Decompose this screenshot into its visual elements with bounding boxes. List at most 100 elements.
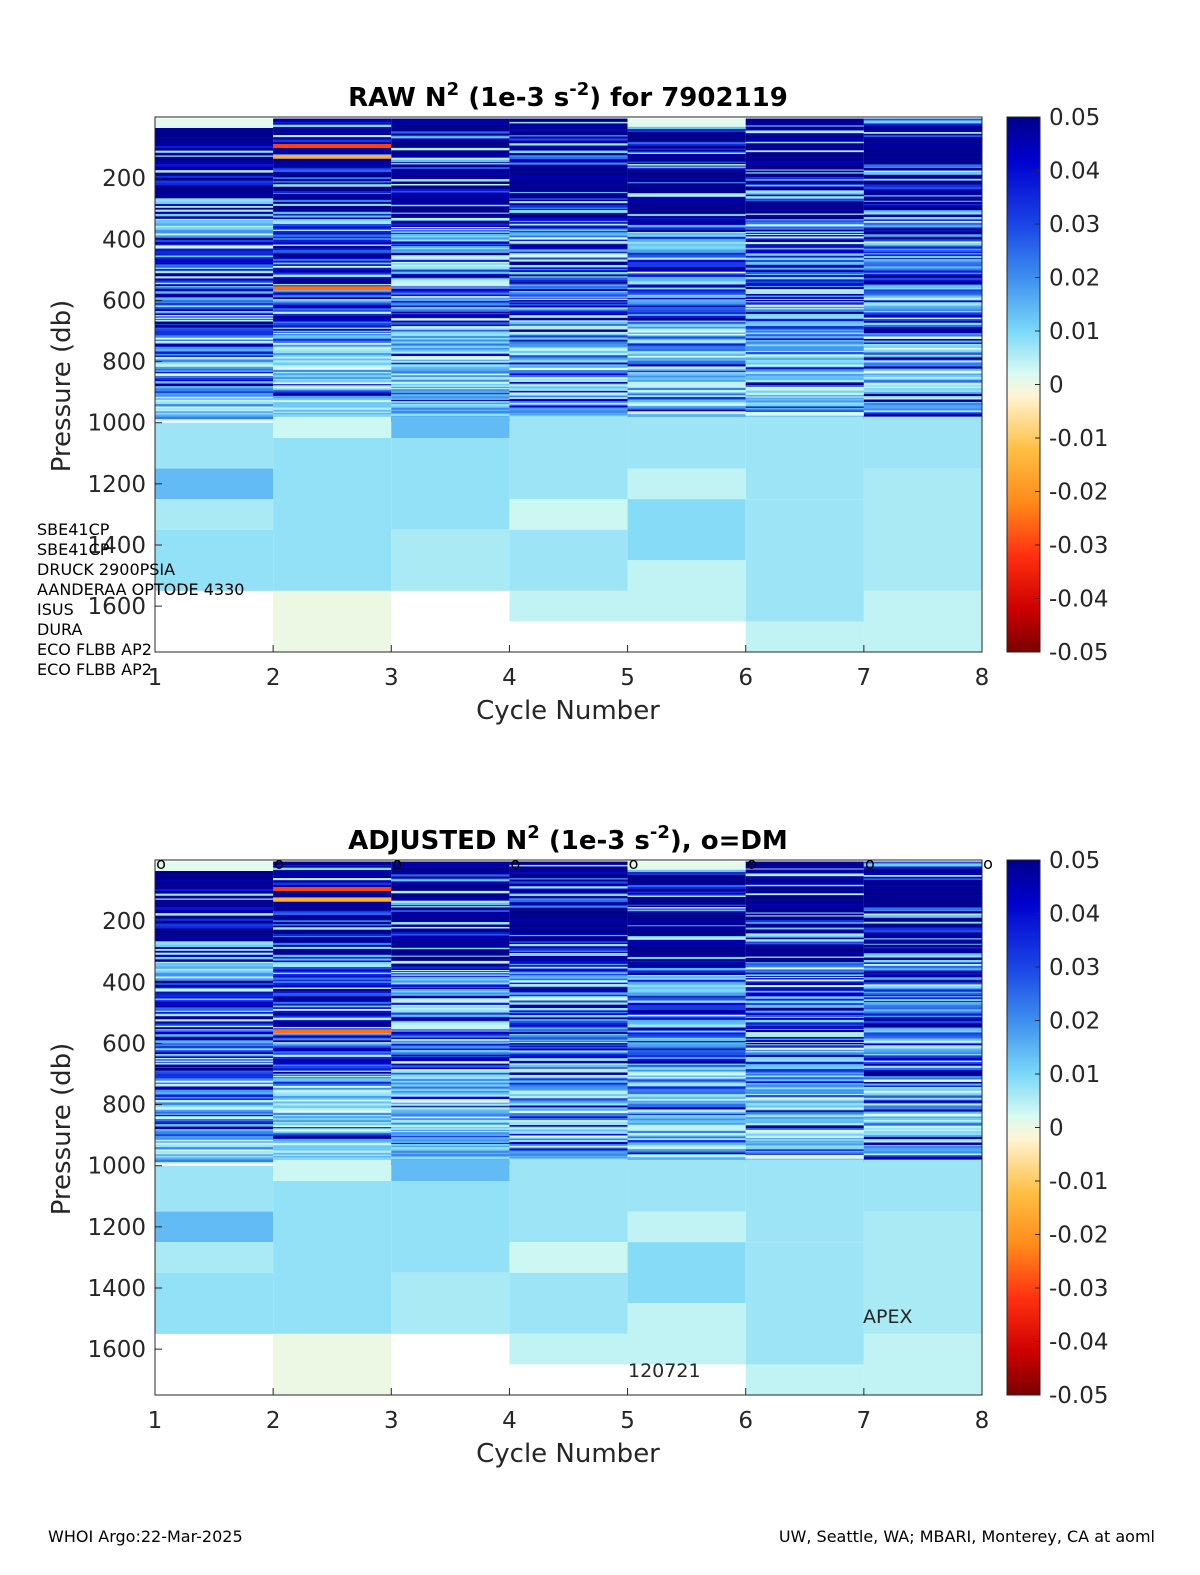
heatmap-cell xyxy=(155,964,274,967)
heatmap-cell xyxy=(509,1097,628,1099)
heatmap-cell xyxy=(273,1149,392,1151)
heatmap-cell xyxy=(391,383,510,386)
heatmap-cell xyxy=(391,1082,510,1085)
heatmap-cell xyxy=(509,233,628,236)
heatmap-cell xyxy=(273,207,392,210)
heatmap-cell xyxy=(273,925,392,928)
heatmap-cell xyxy=(155,1139,274,1142)
y-tick-label: 1600 xyxy=(87,594,146,620)
y-tick-label: 1600 xyxy=(87,1337,146,1363)
heatmap-cell xyxy=(509,900,628,903)
heatmap-cell xyxy=(391,165,510,168)
heatmap-cell xyxy=(509,1107,628,1110)
heatmap-cell xyxy=(509,874,628,877)
heatmap-cell xyxy=(627,335,746,338)
heatmap-cell xyxy=(273,229,392,232)
heatmap-cell xyxy=(863,241,982,244)
heatmap-cell xyxy=(863,1105,982,1109)
heatmap-cell xyxy=(863,412,982,414)
heatmap-cell xyxy=(745,1074,864,1076)
heatmap-cell xyxy=(745,1089,864,1092)
heatmap-cell xyxy=(273,289,392,292)
heatmap-cell xyxy=(863,1101,982,1103)
heatmap-cell xyxy=(627,1111,746,1115)
heatmap-cell xyxy=(863,234,982,236)
heatmap-cell xyxy=(863,380,982,383)
heatmap-cell xyxy=(391,287,510,289)
heatmap-cell xyxy=(391,1061,510,1064)
heatmap-cell xyxy=(155,180,274,184)
heatmap-cell xyxy=(509,995,628,998)
heatmap-cell xyxy=(273,1125,392,1128)
heatmap-cell xyxy=(155,1069,274,1071)
heatmap-cell xyxy=(863,1045,982,1049)
heatmap-cell xyxy=(391,1038,510,1040)
heatmap-cell xyxy=(509,188,628,191)
heatmap-cell xyxy=(509,1127,628,1130)
heatmap-cell xyxy=(509,355,628,357)
heatmap-cell xyxy=(273,272,392,274)
heatmap-cell xyxy=(509,1126,628,1128)
heatmap-cell xyxy=(391,292,510,295)
heatmap-cell xyxy=(863,1040,982,1044)
colorbar-tick-label: 0.05 xyxy=(1049,105,1100,131)
heatmap-cell xyxy=(273,261,392,263)
heatmap-cell xyxy=(391,279,510,281)
heatmap-cell xyxy=(627,203,746,207)
heatmap-cell xyxy=(863,192,982,196)
heatmap-cell xyxy=(863,118,982,121)
footer-right: UW, Seattle, WA; MBARI, Monterey, CA at … xyxy=(779,1527,1155,1546)
heatmap-cell xyxy=(627,137,746,140)
heatmap-cell xyxy=(509,284,628,287)
heatmap-cell xyxy=(273,922,392,925)
heatmap-cell xyxy=(863,1017,982,1019)
heatmap-cell xyxy=(391,954,510,956)
heatmap-cell xyxy=(391,1137,510,1139)
heatmap-cell xyxy=(863,938,982,940)
heatmap-cell xyxy=(627,1077,746,1079)
heatmap-cell xyxy=(155,220,274,222)
heatmap-cell xyxy=(155,323,274,325)
heatmap-cell xyxy=(627,339,746,342)
heatmap-cell xyxy=(627,1032,746,1035)
heatmap-cell xyxy=(745,978,864,980)
heatmap-cell xyxy=(745,242,864,245)
heatmap-cell xyxy=(391,397,510,401)
heatmap-cell xyxy=(155,1121,274,1124)
heatmap-cell xyxy=(627,1211,746,1243)
heatmap-cell xyxy=(863,239,982,242)
heatmap-cell xyxy=(391,1099,510,1102)
heatmap-cell xyxy=(509,982,628,985)
heatmap-cell xyxy=(155,353,274,356)
heatmap-cell xyxy=(509,978,628,981)
heatmap-cell xyxy=(509,1074,628,1078)
heatmap-cell xyxy=(863,133,982,136)
heatmap-cell xyxy=(745,886,864,889)
heatmap-cell xyxy=(509,1086,628,1090)
heatmap-cell xyxy=(627,160,746,162)
heatmap-cell xyxy=(273,323,392,326)
heatmap-cell xyxy=(745,283,864,287)
heatmap-cell xyxy=(863,359,982,361)
heatmap-cell xyxy=(273,1017,392,1020)
heatmap-cell xyxy=(863,253,982,255)
heatmap-cell xyxy=(509,1007,628,1009)
heatmap-cell xyxy=(863,392,982,395)
heatmap-cell xyxy=(391,357,510,361)
heatmap-cell xyxy=(273,1147,392,1150)
heatmap-cell xyxy=(155,268,274,272)
heatmap-cell xyxy=(155,319,274,322)
heatmap-cell xyxy=(627,1042,746,1044)
heatmap-cell xyxy=(863,874,982,878)
heatmap-cell xyxy=(391,406,510,409)
heatmap-cell xyxy=(509,248,628,250)
heatmap-cell xyxy=(391,957,510,960)
heatmap-cell xyxy=(863,408,982,411)
heatmap-cell xyxy=(273,920,392,923)
heatmap-cell xyxy=(155,1092,274,1094)
heatmap-cell xyxy=(155,963,274,965)
heatmap-cell xyxy=(391,928,510,932)
heatmap-cell xyxy=(155,928,274,931)
heatmap-cell xyxy=(273,1024,392,1028)
heatmap-cell xyxy=(391,290,510,292)
